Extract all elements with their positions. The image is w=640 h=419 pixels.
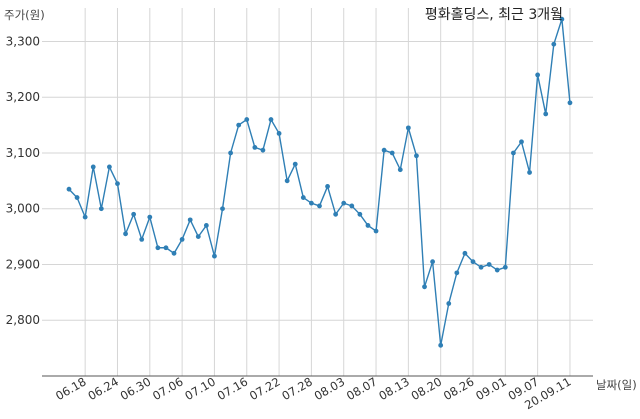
- data-point: [389, 150, 395, 156]
- data-point: [454, 270, 460, 276]
- y-tick-label: 2,800: [6, 313, 40, 327]
- data-point: [260, 147, 266, 153]
- data-point: [187, 217, 193, 223]
- data-point: [107, 164, 112, 170]
- data-point: [171, 250, 177, 256]
- y-tick-label: 3,100: [6, 146, 40, 160]
- data-point: [212, 253, 217, 259]
- data-point: [381, 147, 387, 153]
- data-point: [430, 259, 435, 265]
- data-point: [438, 342, 444, 348]
- data-point: [131, 211, 137, 217]
- x-tick-label: 07.22: [247, 374, 283, 403]
- grid: [42, 8, 593, 376]
- y-tick-label: 3,200: [6, 90, 40, 104]
- data-point: [397, 167, 403, 173]
- x-axis-label: 날짜(일): [596, 378, 637, 392]
- y-tick-labels: 2,800 2,900 3,000 3,100 3,200 3,300: [6, 34, 40, 327]
- x-tick-label: 09.01: [473, 374, 509, 403]
- data-point: [462, 250, 468, 256]
- data-point: [90, 164, 96, 170]
- data-point: [309, 200, 314, 206]
- data-point: [147, 214, 153, 220]
- data-point: [341, 200, 347, 206]
- data-point: [82, 214, 88, 220]
- data-point: [195, 234, 201, 240]
- data-point: [470, 259, 476, 265]
- data-point: [511, 150, 516, 156]
- data-point: [446, 301, 452, 306]
- data-point: [519, 139, 524, 145]
- x-tick-label: 08.13: [376, 374, 412, 403]
- x-tick-label: 08.20: [409, 374, 445, 403]
- data-point: [98, 206, 104, 212]
- data-point: [179, 236, 185, 242]
- series-line: [68, 18, 571, 346]
- data-point: [486, 262, 492, 267]
- x-tick-label: 08.03: [312, 374, 348, 403]
- data-point: [349, 203, 355, 209]
- data-point: [365, 223, 371, 228]
- x-tick-label: 07.10: [182, 374, 218, 403]
- data-point: [163, 245, 169, 251]
- x-tick-label: 06.24: [85, 374, 121, 403]
- chart-title: 평화홀딩스, 최근 3개월: [425, 7, 563, 23]
- data-point: [220, 206, 225, 212]
- x-tick-label: 08.07: [344, 374, 380, 403]
- data-point: [115, 181, 120, 187]
- data-point: [502, 264, 508, 270]
- data-point: [543, 111, 549, 117]
- data-point: [478, 264, 484, 270]
- data-point: [139, 236, 145, 242]
- data-point: [373, 228, 379, 234]
- data-point: [228, 150, 234, 156]
- x-tick-label: 07.16: [215, 374, 251, 403]
- data-point: [66, 186, 72, 192]
- data-point: [292, 161, 298, 167]
- price-series: [66, 16, 573, 348]
- data-point: [527, 170, 532, 175]
- data-point: [559, 16, 565, 22]
- y-tick-label: 3,000: [6, 202, 40, 216]
- data-point: [284, 178, 290, 184]
- data-point: [244, 117, 250, 122]
- x-tick-label: 08.26: [441, 374, 477, 403]
- data-point: [567, 100, 573, 106]
- x-tick-label: 07.28: [279, 374, 315, 403]
- data-point: [333, 211, 339, 217]
- data-point: [203, 223, 209, 228]
- y-axis-label: 주가(원): [4, 8, 45, 22]
- x-tick-label: 06.30: [118, 374, 154, 403]
- data-point: [535, 72, 541, 78]
- data-point: [252, 144, 258, 150]
- data-point: [155, 245, 161, 251]
- data-point: [317, 203, 322, 209]
- data-point: [357, 211, 363, 217]
- data-point: [551, 41, 557, 47]
- x-tick-labels: 06.1806.2406.3007.0607.1007.1607.2207.28…: [53, 374, 573, 412]
- data-point: [236, 122, 242, 128]
- data-point: [422, 284, 427, 290]
- x-tick-label: 06.18: [53, 374, 89, 403]
- data-point: [268, 117, 274, 122]
- x-tick-label: 07.06: [150, 374, 186, 403]
- data-point: [123, 231, 128, 237]
- y-tick-label: 2,900: [6, 257, 40, 271]
- data-point: [74, 195, 80, 200]
- data-point: [405, 125, 411, 131]
- data-point: [494, 267, 500, 273]
- data-point: [276, 131, 282, 136]
- data-point: [414, 153, 419, 159]
- data-point: [325, 184, 330, 189]
- data-point: [300, 195, 306, 200]
- y-tick-label: 3,300: [6, 34, 40, 48]
